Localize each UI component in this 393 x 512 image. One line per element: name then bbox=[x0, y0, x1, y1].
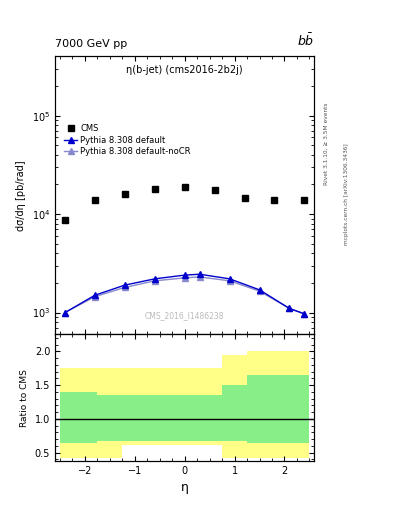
Pythia 8.308 default-noCR bbox=[302, 311, 307, 317]
CMS bbox=[62, 217, 67, 223]
Pythia 8.308 default-noCR bbox=[197, 274, 202, 280]
Pythia 8.308 default-noCR bbox=[227, 278, 232, 284]
Pythia 8.308 default-noCR bbox=[182, 275, 187, 281]
Text: Rivet 3.1.10, ≥ 3.5M events: Rivet 3.1.10, ≥ 3.5M events bbox=[324, 102, 329, 185]
Pythia 8.308 default bbox=[302, 311, 307, 317]
Line: CMS: CMS bbox=[62, 183, 308, 224]
Pythia 8.308 default bbox=[287, 305, 292, 311]
Text: η(b-jet) (cms2016-2b2j): η(b-jet) (cms2016-2b2j) bbox=[127, 65, 243, 75]
Pythia 8.308 default bbox=[182, 272, 187, 278]
CMS bbox=[242, 195, 247, 201]
Pythia 8.308 default-noCR bbox=[62, 309, 67, 315]
Line: Pythia 8.308 default: Pythia 8.308 default bbox=[62, 271, 307, 316]
Pythia 8.308 default-noCR bbox=[123, 284, 127, 290]
Pythia 8.308 default bbox=[257, 287, 262, 293]
CMS bbox=[212, 187, 217, 193]
Pythia 8.308 default bbox=[152, 276, 157, 282]
Pythia 8.308 default-noCR bbox=[287, 305, 292, 311]
CMS bbox=[123, 191, 127, 197]
Pythia 8.308 default bbox=[123, 282, 127, 288]
Y-axis label: dσ/dη [pb/rad]: dσ/dη [pb/rad] bbox=[16, 160, 26, 231]
CMS bbox=[302, 197, 307, 203]
X-axis label: η: η bbox=[181, 481, 189, 494]
CMS bbox=[272, 197, 277, 203]
Y-axis label: Ratio to CMS: Ratio to CMS bbox=[20, 369, 29, 426]
Pythia 8.308 default bbox=[93, 292, 97, 298]
CMS bbox=[93, 197, 97, 203]
Text: 7000 GeV pp: 7000 GeV pp bbox=[55, 38, 127, 49]
Pythia 8.308 default-noCR bbox=[152, 278, 157, 284]
CMS bbox=[152, 186, 157, 192]
Text: $b\bar{b}$: $b\bar{b}$ bbox=[297, 32, 314, 49]
CMS bbox=[182, 184, 187, 190]
Text: CMS_2016_I1486238: CMS_2016_I1486238 bbox=[145, 311, 224, 321]
Pythia 8.308 default bbox=[197, 271, 202, 278]
Pythia 8.308 default bbox=[62, 309, 67, 315]
Line: Pythia 8.308 default-noCR: Pythia 8.308 default-noCR bbox=[62, 274, 307, 316]
Legend: CMS, Pythia 8.308 default, Pythia 8.308 default-noCR: CMS, Pythia 8.308 default, Pythia 8.308 … bbox=[62, 122, 193, 159]
Pythia 8.308 default bbox=[227, 276, 232, 282]
Pythia 8.308 default-noCR bbox=[257, 288, 262, 294]
Pythia 8.308 default-noCR bbox=[93, 293, 97, 300]
Text: mcplots.cern.ch [arXiv:1306.3436]: mcplots.cern.ch [arXiv:1306.3436] bbox=[344, 144, 349, 245]
